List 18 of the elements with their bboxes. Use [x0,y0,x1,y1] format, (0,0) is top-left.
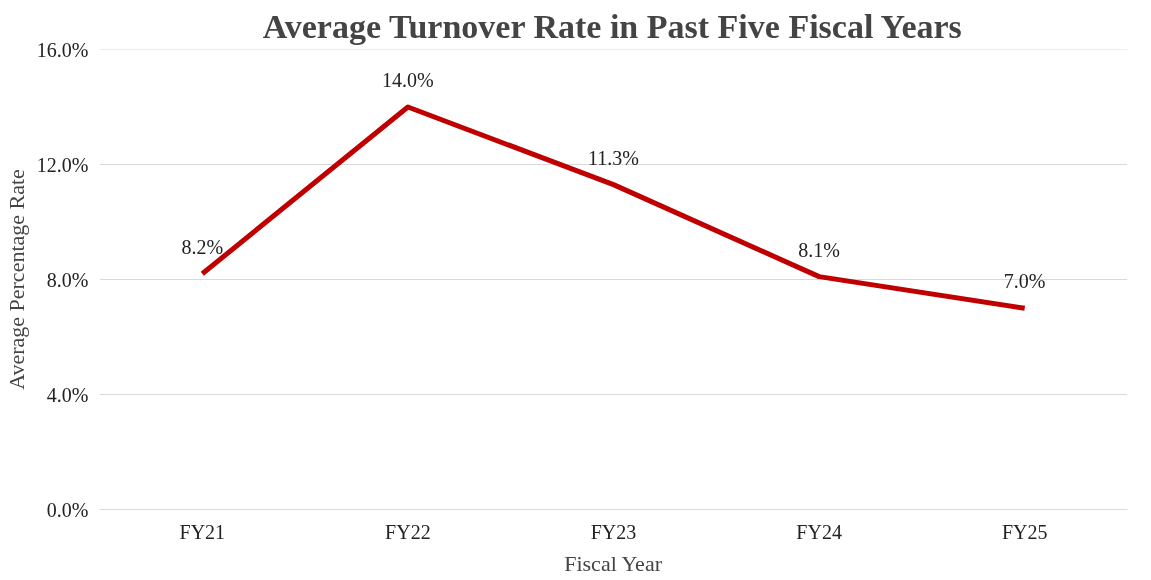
x-tick-label: FY24 [796,520,842,543]
x-tick-label: FY21 [179,520,226,543]
x-axis-title: Fiscal Year [564,550,663,576]
x-tick-label: FY25 [1001,520,1048,543]
y-tick-label: 8.0% [46,268,89,291]
x-tick-label: FY23 [590,520,637,543]
y-axis-title: Average Percentage Rate [3,169,29,390]
y-tick-label: 12.0% [36,153,89,176]
data-label: 14.0% [382,69,434,91]
chart-title: Average Turnover Rate in Past Five Fiscal Years [262,7,962,45]
y-tick-label: 0.0% [46,498,89,521]
x-tick-label: FY22 [385,520,431,543]
y-tick-label: 16.0% [36,38,89,61]
data-label: 7.0% [1003,270,1046,293]
y-tick-label: 4.0% [46,383,89,406]
data-label: 8.1% [798,238,840,261]
data-label: 11.3% [588,146,639,169]
data-label: 8.2% [181,235,224,258]
